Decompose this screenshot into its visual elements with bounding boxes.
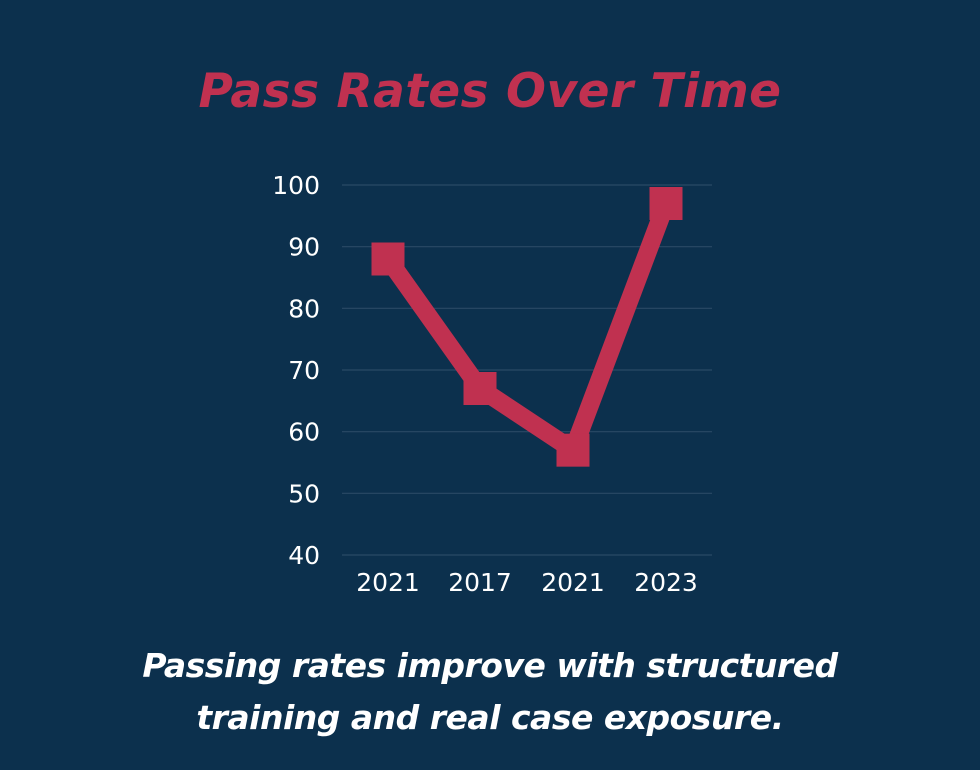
data-series-pass-rate [371, 187, 683, 467]
caption-line-1: Passing rates improve with structured [142, 646, 838, 685]
x-tick-label: 2021 [541, 568, 605, 597]
y-tick-label: 60 [288, 418, 320, 447]
x-axis-ticks: 2021 2017 2021 2023 [356, 568, 698, 597]
data-point-marker [371, 242, 405, 276]
y-tick-label: 70 [288, 356, 320, 385]
data-point-marker [556, 433, 590, 467]
data-point-marker [463, 372, 497, 405]
x-tick-label: 2017 [448, 568, 512, 597]
chart-title: Pass Rates Over Time [198, 64, 782, 119]
y-tick-label: 50 [288, 479, 320, 508]
y-tick-label: 90 [288, 233, 320, 262]
y-tick-label: 40 [288, 541, 320, 570]
x-tick-label: 2021 [356, 568, 420, 597]
series-line [380, 200, 675, 464]
y-tick-label: 80 [288, 294, 320, 323]
caption-line-2: training and real case exposure. [196, 698, 784, 737]
chart-caption: Passing rates improve with structured tr… [0, 640, 980, 744]
y-tick-label: 100 [272, 171, 320, 200]
x-tick-label: 2023 [634, 568, 698, 597]
y-axis-ticks: 100 90 80 70 60 50 40 [272, 171, 320, 570]
data-point-marker [649, 187, 683, 220]
